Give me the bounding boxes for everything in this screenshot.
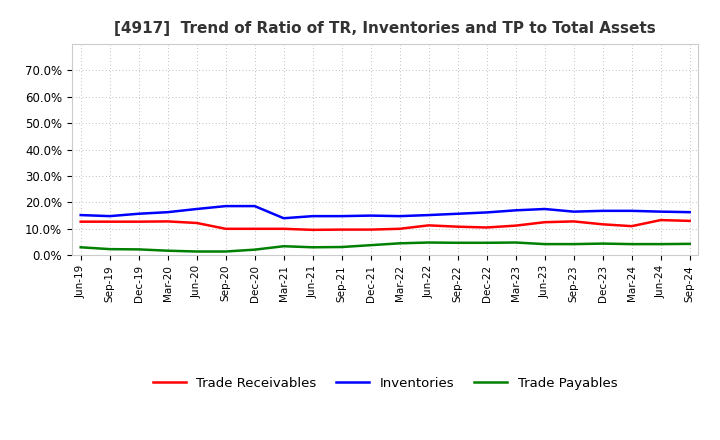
Trade Payables	[135, 247, 143, 252]
Inventories	[338, 213, 346, 219]
Trade Payables	[511, 240, 520, 245]
Trade Payables	[395, 241, 404, 246]
Trade Receivables	[338, 227, 346, 232]
Inventories	[657, 209, 665, 214]
Trade Receivables	[163, 219, 172, 224]
Trade Receivables	[366, 227, 375, 232]
Trade Payables	[598, 241, 607, 246]
Inventories	[279, 216, 288, 221]
Trade Payables	[279, 244, 288, 249]
Inventories	[251, 203, 259, 209]
Trade Payables	[338, 244, 346, 249]
Trade Payables	[163, 248, 172, 253]
Trade Payables	[308, 245, 317, 250]
Inventories	[511, 208, 520, 213]
Trade Receivables	[598, 222, 607, 227]
Inventories	[424, 213, 433, 218]
Trade Payables	[192, 249, 201, 254]
Trade Receivables	[251, 226, 259, 231]
Trade Payables	[657, 242, 665, 247]
Trade Payables	[482, 240, 491, 246]
Line: Inventories: Inventories	[81, 206, 690, 218]
Inventories	[192, 206, 201, 212]
Trade Receivables	[105, 219, 114, 224]
Inventories	[627, 208, 636, 213]
Title: [4917]  Trend of Ratio of TR, Inventories and TP to Total Assets: [4917] Trend of Ratio of TR, Inventories…	[114, 21, 656, 36]
Trade Receivables	[424, 223, 433, 228]
Trade Payables	[627, 242, 636, 247]
Inventories	[482, 210, 491, 215]
Trade Payables	[76, 245, 85, 250]
Trade Receivables	[221, 226, 230, 231]
Legend: Trade Receivables, Inventories, Trade Payables: Trade Receivables, Inventories, Trade Pa…	[148, 372, 623, 395]
Inventories	[76, 213, 85, 218]
Inventories	[395, 213, 404, 219]
Trade Receivables	[482, 225, 491, 230]
Trade Receivables	[511, 223, 520, 228]
Trade Receivables	[657, 217, 665, 223]
Trade Payables	[105, 246, 114, 252]
Trade Receivables	[279, 226, 288, 231]
Trade Receivables	[135, 219, 143, 224]
Inventories	[135, 211, 143, 216]
Trade Receivables	[685, 218, 694, 224]
Line: Trade Receivables: Trade Receivables	[81, 220, 690, 230]
Trade Receivables	[395, 226, 404, 231]
Trade Payables	[424, 240, 433, 245]
Trade Payables	[570, 242, 578, 247]
Trade Payables	[221, 249, 230, 254]
Inventories	[163, 209, 172, 215]
Trade Receivables	[627, 224, 636, 229]
Trade Payables	[541, 242, 549, 247]
Inventories	[685, 209, 694, 215]
Trade Receivables	[76, 219, 85, 224]
Inventories	[308, 213, 317, 219]
Trade Payables	[251, 247, 259, 252]
Trade Payables	[454, 240, 462, 246]
Trade Receivables	[454, 224, 462, 229]
Trade Receivables	[308, 227, 317, 232]
Line: Trade Payables: Trade Payables	[81, 242, 690, 252]
Trade Receivables	[192, 220, 201, 226]
Inventories	[570, 209, 578, 214]
Trade Payables	[685, 241, 694, 246]
Trade Receivables	[570, 219, 578, 224]
Trade Payables	[366, 242, 375, 248]
Inventories	[454, 211, 462, 216]
Inventories	[105, 213, 114, 219]
Inventories	[366, 213, 375, 218]
Inventories	[541, 206, 549, 212]
Inventories	[598, 208, 607, 213]
Trade Receivables	[541, 220, 549, 225]
Inventories	[221, 203, 230, 209]
